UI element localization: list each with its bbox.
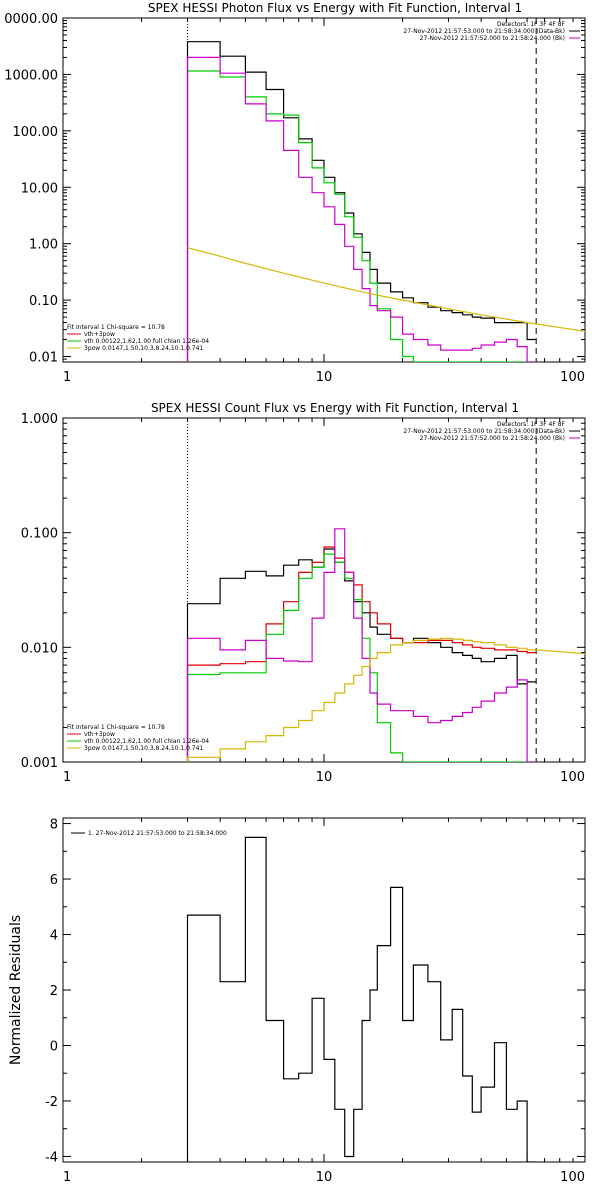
x-tick-label: 1 bbox=[63, 770, 71, 785]
count-legend-bottom: Fit Interval 1 Chi-square = 10.78vth+3po… bbox=[67, 724, 209, 752]
y-tick-label: 0.010 bbox=[21, 641, 58, 656]
count-axis-ticks: 0.001 0.010 0.100 1.000 1 10 100 bbox=[21, 412, 586, 785]
legend-top-entry: Detectors: 1F 3F 4F 8F bbox=[497, 21, 566, 28]
photon-fit-range-lines bbox=[187, 18, 537, 362]
y-tick-label: 2 bbox=[50, 984, 58, 999]
y-tick-label: 0 bbox=[50, 1039, 58, 1054]
x-tick-label: 1 bbox=[63, 370, 71, 385]
count-fit-range-lines bbox=[187, 418, 537, 762]
y-tick-label: 1.000 bbox=[21, 412, 58, 427]
series-line-total bbox=[186, 836, 537, 1162]
x-tick-label: 100 bbox=[560, 1170, 585, 1185]
count-flux-chart: SPEX HESSI Count Flux vs Energy with Fit… bbox=[21, 401, 586, 785]
count-chart-title: SPEX HESSI Count Flux vs Energy with Fit… bbox=[151, 401, 519, 415]
photon-flux-chart: SPEX HESSI Photon Flux vs Energy with Fi… bbox=[4, 1, 586, 385]
legend-top-entry: Detectors: 1F 3F 4F 8F bbox=[497, 421, 566, 428]
series-line-vth bbox=[186, 70, 537, 362]
y-tick-label: 0000.00 bbox=[4, 12, 58, 27]
legend-top-entry: 27-Nov-2012 21:57:52.000 to 21:58:24.000… bbox=[420, 435, 565, 442]
series-line-3pow bbox=[187, 247, 585, 332]
legend-bottom-entry: Fit Interval 1 Chi-square = 10.78 bbox=[67, 324, 165, 331]
legend-top-entry: 27-Nov-2012 21:57:53.000 to 21:58:34.000… bbox=[403, 428, 565, 435]
series-line-total bbox=[186, 548, 537, 762]
x-tick-label: 100 bbox=[560, 370, 585, 385]
legend-bottom-entry: 3pow 0.0147,1.50,10.3,8.24,10.1,0.741 bbox=[84, 745, 203, 752]
legend-top-entry: 27-Nov-2012 21:57:53.000 to 21:58:34.000… bbox=[403, 28, 565, 35]
count-series bbox=[186, 528, 585, 762]
x-tick-label: 10 bbox=[316, 1170, 333, 1185]
legend-bottom-entry: vth 0.00122,1.62,1.00 full chian 1.26e-0… bbox=[84, 338, 209, 345]
x-tick-label: 100 bbox=[560, 770, 585, 785]
residuals-legend: 1. 27-Nov-2012 21:57:53.000 to 21:58:34.… bbox=[71, 830, 227, 837]
legend-bottom-entry: vth 0.00122,1.62,1.00 full chian 1.26e-0… bbox=[84, 738, 209, 745]
y-tick-label: 6 bbox=[50, 873, 58, 888]
legend-top-entry: 27-Nov-2012 21:57:52.000 to 21:58:24.000… bbox=[420, 35, 565, 42]
series-line-bk bbox=[186, 528, 537, 762]
x-tick-label: 10 bbox=[316, 770, 333, 785]
legend-bottom-entry: vth+3pow bbox=[84, 731, 115, 738]
legend-bottom-entry: vth+3pow bbox=[84, 331, 115, 338]
residuals-series bbox=[186, 836, 537, 1162]
series-line-3pow bbox=[186, 637, 585, 762]
residuals-plot-frame bbox=[62, 817, 586, 1163]
y-tick-label: 8 bbox=[50, 818, 58, 833]
legend-bottom-entry: Fit Interval 1 Chi-square = 10.78 bbox=[67, 724, 165, 731]
photon-chart-title: SPEX HESSI Photon Flux vs Energy with Fi… bbox=[148, 1, 522, 15]
y-tick-label: -4 bbox=[45, 1150, 58, 1165]
y-tick-label: 10.00 bbox=[21, 181, 58, 196]
y-tick-label: 1000.00 bbox=[4, 68, 58, 83]
y-tick-label: 0.001 bbox=[21, 756, 58, 771]
residuals-chart: -4 -2 0 2 4 6 8 1 10 100 1. 27-Nov-2012 21:57:53.… bbox=[8, 817, 586, 1185]
y-tick-label: 0.10 bbox=[29, 294, 58, 309]
y-tick-label: 0.01 bbox=[29, 351, 58, 366]
residuals-legend-entry: 1. 27-Nov-2012 21:57:53.000 to 21:58:34.… bbox=[88, 830, 227, 837]
photon-legend-bottom: Fit Interval 1 Chi-square = 10.78vth+3po… bbox=[67, 324, 209, 352]
photon-axis-ticks: 0.01 0.10 1.00 10.00 100.00 1000.00 0000.00 1 10… bbox=[4, 12, 586, 385]
y-tick-label: 100.00 bbox=[13, 125, 59, 140]
series-line-total bbox=[186, 41, 537, 362]
photon-plot-frame bbox=[62, 17, 586, 363]
y-tick-label: 1.00 bbox=[29, 238, 58, 253]
y-tick-label: 0.100 bbox=[21, 527, 58, 542]
series-line-bk bbox=[186, 56, 537, 362]
y-tick-label: 4 bbox=[50, 929, 58, 944]
y-tick-label: -2 bbox=[45, 1095, 58, 1110]
legend-bottom-entry: 3pow 0.0147,1.50,10.3,8.24,10.1,0.741 bbox=[84, 345, 203, 352]
x-tick-label: 1 bbox=[63, 1170, 71, 1185]
series-line-vth bbox=[186, 553, 537, 762]
photon-series bbox=[186, 41, 585, 362]
x-tick-label: 10 bbox=[316, 370, 333, 385]
residuals-axis-ticks: -4 -2 0 2 4 6 8 1 10 100 bbox=[45, 818, 586, 1185]
residuals-y-axis-label: Normalized Residuals bbox=[8, 915, 24, 1065]
